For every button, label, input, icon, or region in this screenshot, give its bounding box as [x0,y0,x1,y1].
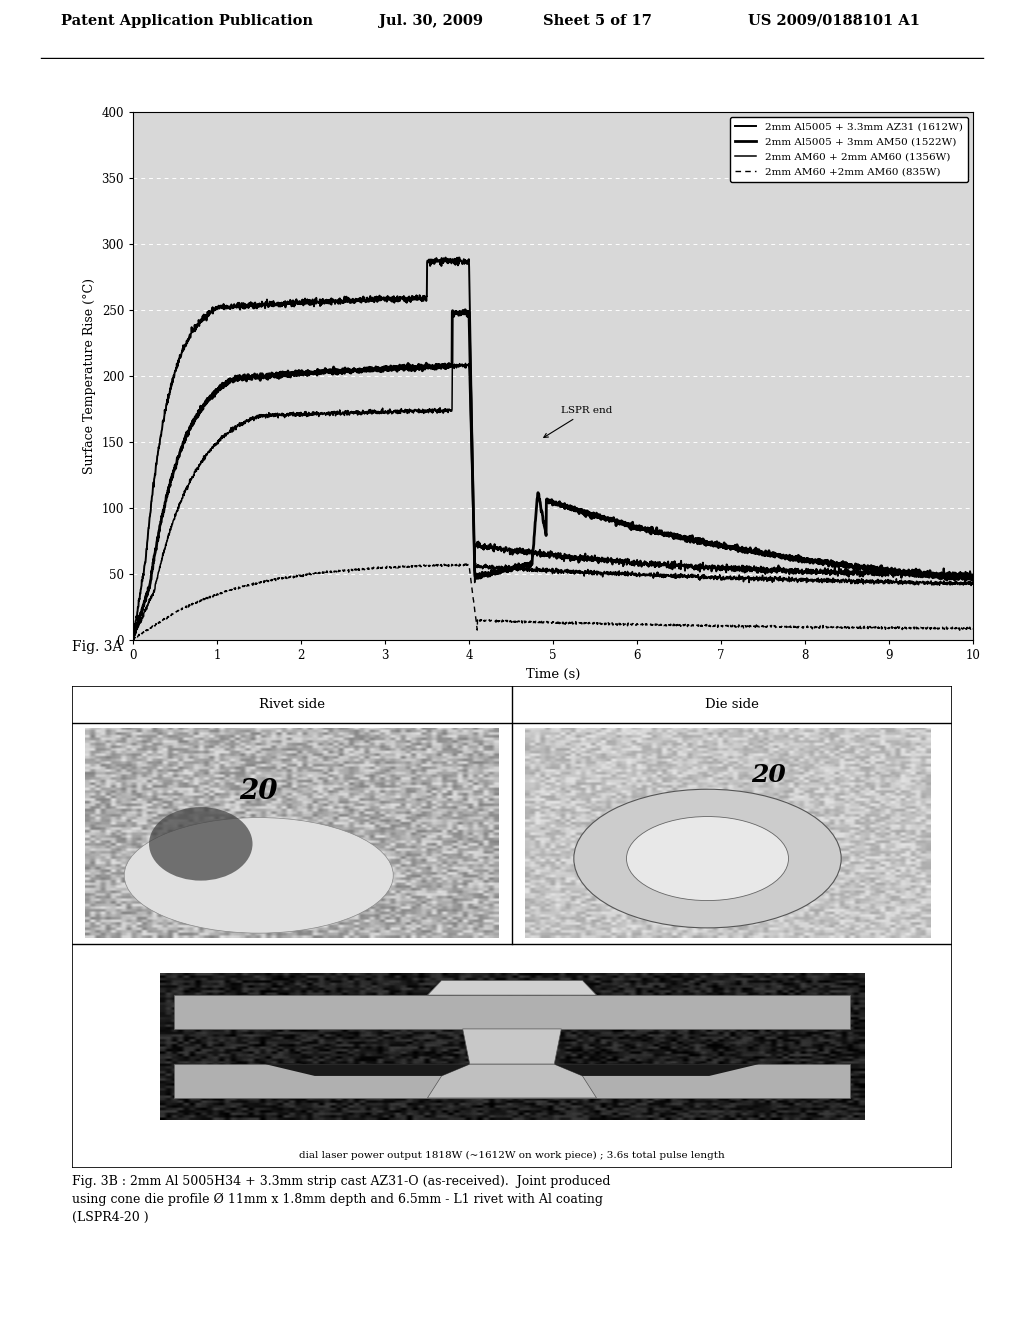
Text: LSPR end: LSPR end [544,407,612,437]
Text: dial laser power output 1818W (~1612W on work piece) ; 3.6s total pulse length: dial laser power output 1818W (~1612W on… [299,1151,725,1159]
Circle shape [573,789,841,928]
X-axis label: Time (s): Time (s) [525,668,581,681]
Polygon shape [265,1064,470,1076]
FancyBboxPatch shape [72,686,952,1168]
Text: Die side: Die side [706,698,759,711]
Text: 20: 20 [751,763,785,787]
Text: Sheet 5 of 17: Sheet 5 of 17 [543,13,651,28]
Polygon shape [174,995,850,1028]
Text: Fig. 3A: Fig. 3A [72,640,122,653]
Polygon shape [427,1064,597,1098]
Text: Rivet side: Rivet side [259,698,325,711]
Legend: 2mm Al5005 + 3.3mm AZ31 (1612W), 2mm Al5005 + 3mm AM50 (1522W), 2mm AM60 + 2mm A: 2mm Al5005 + 3.3mm AZ31 (1612W), 2mm Al5… [730,117,968,182]
Text: US 2009/0188101 A1: US 2009/0188101 A1 [748,13,920,28]
Ellipse shape [124,817,393,933]
Polygon shape [174,1064,850,1098]
Y-axis label: Surface Temperature Rise (°C): Surface Temperature Rise (°C) [83,279,96,474]
Polygon shape [427,981,597,995]
Text: Jul. 30, 2009: Jul. 30, 2009 [379,13,483,28]
Text: Fig. 3B : 2mm Al 5005H34 + 3.3mm strip cast AZ31-O (as-received).  Joint produce: Fig. 3B : 2mm Al 5005H34 + 3.3mm strip c… [72,1175,610,1224]
Polygon shape [554,1064,759,1076]
Ellipse shape [150,807,253,880]
Polygon shape [463,1028,561,1064]
Circle shape [627,817,788,900]
Text: 20: 20 [240,777,278,805]
Text: Patent Application Publication: Patent Application Publication [61,13,313,28]
